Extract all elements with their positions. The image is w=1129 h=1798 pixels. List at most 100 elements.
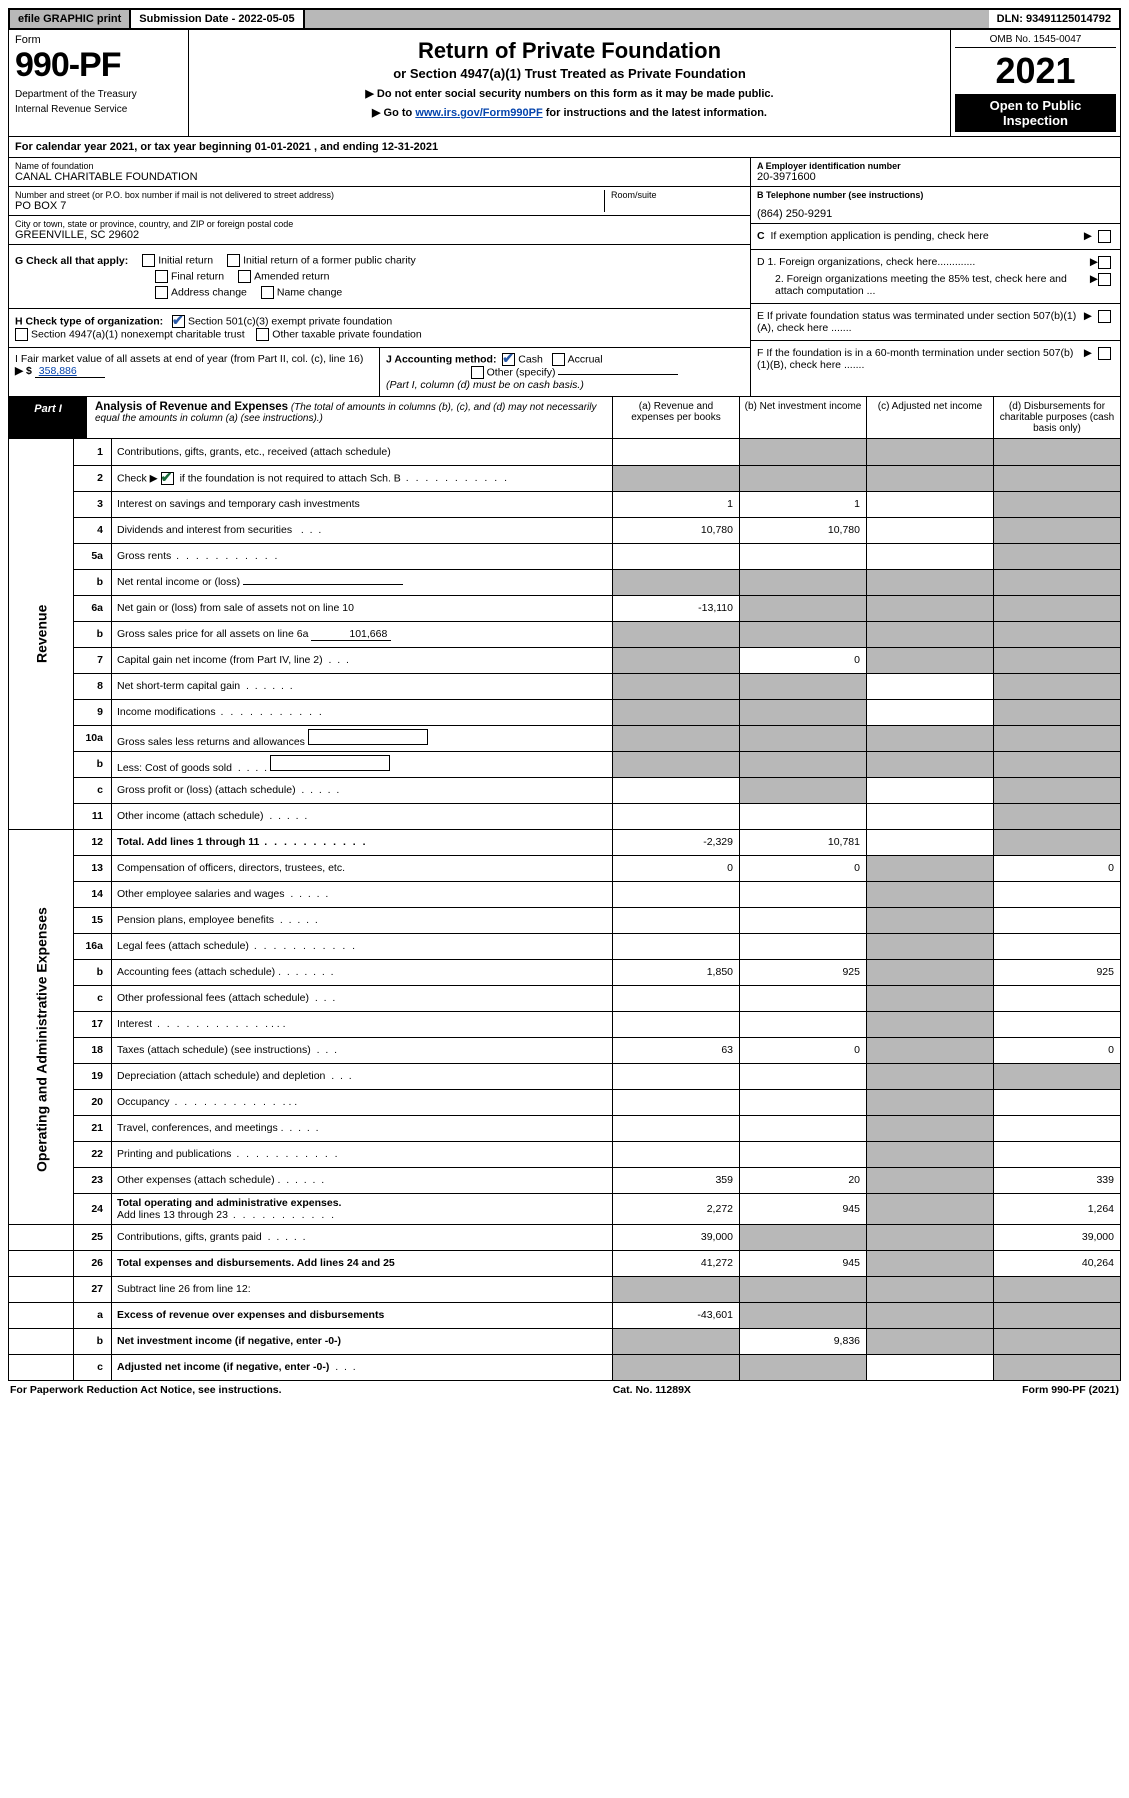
row-27a: aExcess of revenue over expenses and dis…: [9, 1302, 1121, 1328]
cb-cash[interactable]: [502, 353, 515, 366]
row-20: 20Occupancy. . .: [9, 1089, 1121, 1115]
cb-schb[interactable]: [161, 472, 174, 485]
phone-cell: B Telephone number (see instructions) (8…: [751, 187, 1120, 224]
d-foreign: D 1. Foreign organizations, check here..…: [751, 250, 1120, 304]
cb-other-method[interactable]: [471, 366, 484, 379]
row-27: 27Subtract line 26 from line 12:: [9, 1276, 1121, 1302]
cat-no: Cat. No. 11289X: [613, 1384, 691, 1396]
address-cell: Number and street (or P.O. box number if…: [9, 187, 750, 216]
row-2: 2 Check ▶ if the foundation is not requi…: [9, 465, 1121, 491]
row-13: Operating and Administrative Expenses 13…: [9, 855, 1121, 881]
ssn-note: ▶ Do not enter social security numbers o…: [199, 87, 940, 100]
row-12: 12Total. Add lines 1 through 11 -2,32910…: [9, 829, 1121, 855]
cb-f[interactable]: [1098, 347, 1111, 360]
row-17: 17Interest. . . .: [9, 1011, 1121, 1037]
cb-accrual[interactable]: [552, 353, 565, 366]
submission-date: Submission Date - 2022-05-05: [131, 10, 304, 28]
row-27c: cAdjusted net income (if negative, enter…: [9, 1354, 1121, 1380]
top-bar: efile GRAPHIC print Submission Date - 20…: [8, 8, 1121, 30]
cb-initial-former[interactable]: [227, 254, 240, 267]
omb-number: OMB No. 1545-0047: [955, 34, 1116, 48]
row-18: 18Taxes (attach schedule) (see instructi…: [9, 1037, 1121, 1063]
part1-header: Part I Analysis of Revenue and Expenses …: [8, 397, 1121, 439]
cb-final-return[interactable]: [155, 270, 168, 283]
row-7: 7Capital gain net income (from Part IV, …: [9, 647, 1121, 673]
form-subtitle: or Section 4947(a)(1) Trust Treated as P…: [199, 66, 940, 81]
col-c-head: (c) Adjusted net income: [866, 397, 993, 438]
fmv-value[interactable]: 358,886: [35, 365, 105, 378]
irs-link[interactable]: www.irs.gov/Form990PF: [415, 107, 542, 119]
form-word: Form: [15, 34, 182, 46]
col-b-head: (b) Net investment income: [739, 397, 866, 438]
f-termination: F If the foundation is in a 60-month ter…: [751, 341, 1120, 377]
form-title-block: Return of Private Foundation or Section …: [189, 30, 950, 136]
part1-label: Part I: [9, 397, 87, 438]
dept-treasury: Department of the Treasury: [15, 89, 182, 100]
cb-e[interactable]: [1098, 310, 1111, 323]
open-public: Open to Public Inspection: [955, 94, 1116, 132]
row-27b: bNet investment income (if negative, ent…: [9, 1328, 1121, 1354]
row-5a: 5aGross rents: [9, 543, 1121, 569]
row-5b: bNet rental income or (loss): [9, 569, 1121, 595]
part1-desc: Analysis of Revenue and Expenses (The to…: [87, 397, 612, 438]
row-25: 25Contributions, gifts, grants paid . . …: [9, 1224, 1121, 1250]
row-15: 15Pension plans, employee benefits . . .…: [9, 907, 1121, 933]
form-number: 990-PF: [15, 46, 182, 85]
cb-amended-return[interactable]: [238, 270, 251, 283]
expenses-vlabel: Operating and Administrative Expenses: [9, 855, 74, 1224]
row-22: 22Printing and publications: [9, 1141, 1121, 1167]
paperwork-notice: For Paperwork Reduction Act Notice, see …: [10, 1384, 282, 1396]
part1-table: Revenue 1Contributions, gifts, grants, e…: [8, 439, 1121, 1381]
cb-name-change[interactable]: [261, 286, 274, 299]
row-9: 9Income modifications: [9, 699, 1121, 725]
calendar-year-row: For calendar year 2021, or tax year begi…: [8, 137, 1121, 158]
cb-other-taxable[interactable]: [256, 328, 269, 341]
c-exemption: C C If exemption application is pending,…: [751, 224, 1120, 250]
cb-501c3[interactable]: [172, 315, 185, 328]
efile-label: efile GRAPHIC print: [10, 10, 131, 28]
cb-4947a1[interactable]: [15, 328, 28, 341]
row-16b: bAccounting fees (attach schedule) . . .…: [9, 959, 1121, 985]
row-1: Revenue 1Contributions, gifts, grants, e…: [9, 439, 1121, 465]
form-header: Form 990-PF Department of the Treasury I…: [8, 30, 1121, 137]
row-16a: 16aLegal fees (attach schedule): [9, 933, 1121, 959]
row-19: 19Depreciation (attach schedule) and dep…: [9, 1063, 1121, 1089]
cb-d1[interactable]: [1098, 256, 1111, 269]
foundation-name-cell: Name of foundation CANAL CHARITABLE FOUN…: [9, 158, 750, 187]
row-10a: 10aGross sales less returns and allowanc…: [9, 725, 1121, 751]
row-23: 23Other expenses (attach schedule) . . .…: [9, 1167, 1121, 1193]
e-terminated: E If private foundation status was termi…: [751, 304, 1120, 341]
row-21: 21Travel, conferences, and meetings . . …: [9, 1115, 1121, 1141]
row-16c: cOther professional fees (attach schedul…: [9, 985, 1121, 1011]
row-3: 3Interest on savings and temporary cash …: [9, 491, 1121, 517]
h-org-type: H Check type of organization: Section 50…: [9, 309, 750, 348]
form-ref: Form 990-PF (2021): [1022, 1384, 1119, 1396]
revenue-vlabel: Revenue: [9, 439, 74, 829]
row-6a: 6aNet gain or (loss) from sale of assets…: [9, 595, 1121, 621]
goto-note: ▶ Go to www.irs.gov/Form990PF for instru…: [199, 106, 940, 119]
ein-cell: A Employer identification number 20-3971…: [751, 158, 1120, 187]
row-26: 26Total expenses and disbursements. Add …: [9, 1250, 1121, 1276]
dln: DLN: 93491125014792: [989, 10, 1119, 28]
cb-initial-return[interactable]: [142, 254, 155, 267]
row-10c: cGross profit or (loss) (attach schedule…: [9, 777, 1121, 803]
row-14: 14Other employee salaries and wages . . …: [9, 881, 1121, 907]
col-a-head: (a) Revenue and expenses per books: [612, 397, 739, 438]
entity-info: Name of foundation CANAL CHARITABLE FOUN…: [8, 158, 1121, 397]
city-cell: City or town, state or province, country…: [9, 216, 750, 245]
irs-label: Internal Revenue Service: [15, 104, 182, 115]
g-check-apply: G Check all that apply: Initial return I…: [9, 245, 750, 309]
row-11: 11Other income (attach schedule) . . . .…: [9, 803, 1121, 829]
page-footer: For Paperwork Reduction Act Notice, see …: [8, 1381, 1121, 1399]
col-d-head: (d) Disbursements for charitable purpose…: [993, 397, 1120, 438]
cb-c[interactable]: [1098, 230, 1111, 243]
i-fmv: I Fair market value of all assets at end…: [9, 348, 380, 396]
form-number-block: Form 990-PF Department of the Treasury I…: [9, 30, 189, 136]
cb-address-change[interactable]: [155, 286, 168, 299]
j-accounting: J Accounting method: Cash Accrual Other …: [380, 348, 750, 396]
cb-d2[interactable]: [1098, 273, 1111, 286]
row-24: 24Total operating and administrative exp…: [9, 1193, 1121, 1224]
row-6b: bGross sales price for all assets on lin…: [9, 621, 1121, 647]
form-title: Return of Private Foundation: [199, 38, 940, 64]
year-block: OMB No. 1545-0047 2021 Open to Public In…: [950, 30, 1120, 136]
